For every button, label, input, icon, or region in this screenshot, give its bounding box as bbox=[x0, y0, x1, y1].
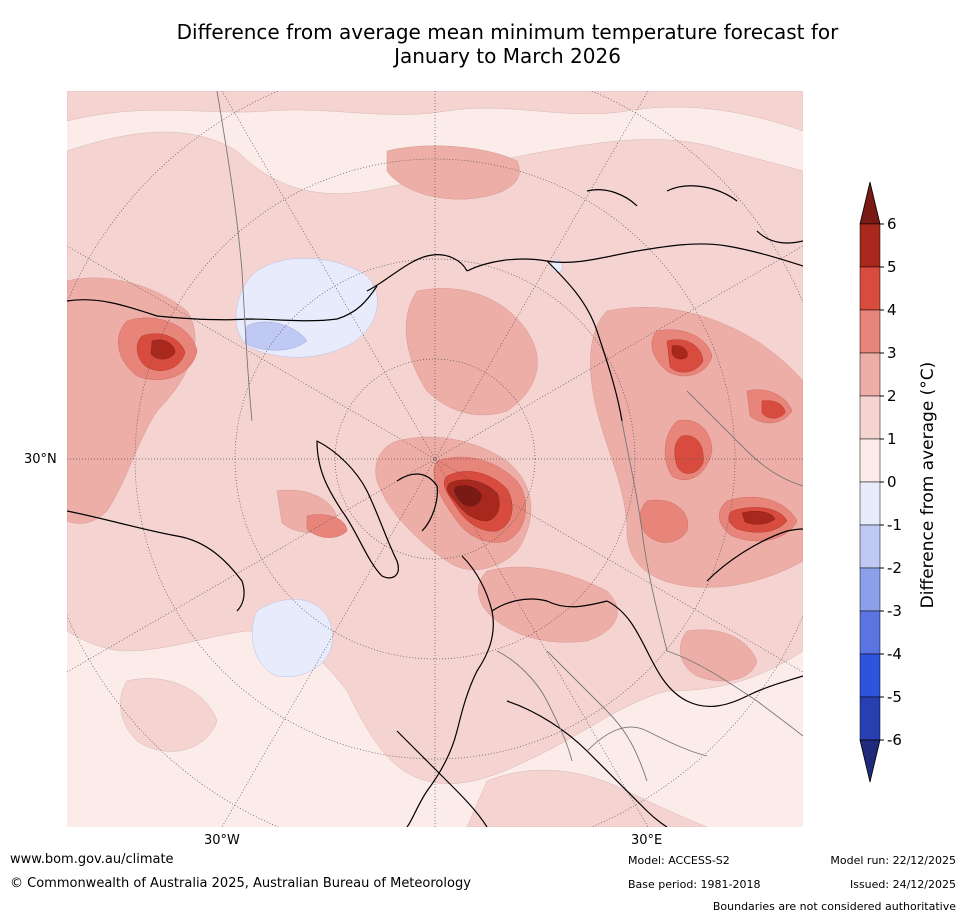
colorbar-band-m2tom1 bbox=[859, 524, 881, 569]
colorbar-title: Difference from average (°C) bbox=[918, 361, 938, 609]
colorbar-tick-label: 0 bbox=[887, 473, 897, 491]
colorbar-band-m5tom4 bbox=[859, 653, 881, 698]
colorbar-band-m6tom5 bbox=[859, 696, 881, 741]
forecast-map bbox=[67, 91, 803, 827]
colorbar-band-3to4 bbox=[859, 309, 881, 354]
colorbar-tick-label: -3 bbox=[887, 602, 902, 620]
colorbar-band-m4tom3 bbox=[859, 610, 881, 655]
colorbar-tick-label: -1 bbox=[887, 516, 902, 534]
footer-disclaimer: Boundaries are not considered authoritat… bbox=[712, 900, 956, 913]
footer-model: Model: ACCESS-S2 bbox=[628, 854, 730, 867]
colorbar: 6 5 4 3 2 1 0 -1 -2 -3 -4 -5 -6 bbox=[859, 181, 902, 783]
footer-website[interactable]: www.bom.gov.au/climate bbox=[10, 852, 174, 867]
title-line-1: Difference from average mean minimum tem… bbox=[176, 20, 839, 44]
colorbar-tick-label: -2 bbox=[887, 559, 902, 577]
footer-issued: Issued: 24/12/2025 bbox=[849, 878, 956, 891]
colorbar-tick-label: -4 bbox=[887, 645, 902, 663]
country-boundaries bbox=[216, 91, 803, 782]
anomaly-gt6-regions bbox=[454, 485, 482, 507]
colorbar-band-5to6 bbox=[859, 223, 881, 268]
footer-copyright: © Commonwealth of Australia 2025, Austra… bbox=[10, 876, 471, 891]
colorbar-bottom-arrow bbox=[859, 739, 881, 783]
colorbar-tick-label: 1 bbox=[887, 430, 897, 448]
chart-title: Difference from average mean minimum tem… bbox=[60, 20, 955, 68]
colorbar-tick-label: 2 bbox=[887, 387, 897, 405]
colorbar-band-2to3 bbox=[859, 352, 881, 397]
colorbar-top-arrow bbox=[859, 181, 881, 225]
colorbar-tick-label: 4 bbox=[887, 301, 897, 319]
colorbar-tick-label: 5 bbox=[887, 258, 897, 276]
colorbar-band-0to1 bbox=[859, 438, 881, 483]
colorbar-tick-label: 3 bbox=[887, 344, 897, 362]
colorbar-band-m3tom2 bbox=[859, 567, 881, 612]
footer-base-period: Base period: 1981-2018 bbox=[628, 878, 761, 891]
lon-label-30w: 30°W bbox=[204, 833, 240, 848]
colorbar-tick-label: -5 bbox=[887, 688, 902, 706]
footer-model-run: Model run: 22/12/2025 bbox=[830, 854, 956, 867]
colorbar-ticks: 6 5 4 3 2 1 0 -1 -2 -3 -4 -5 -6 bbox=[880, 215, 902, 749]
colorbar-bands bbox=[859, 223, 881, 741]
graticule bbox=[67, 91, 803, 827]
colorbar-tick-label: -6 bbox=[887, 731, 902, 749]
colorbar-band-m1to0 bbox=[859, 481, 881, 526]
title-line-2: January to March 2026 bbox=[394, 44, 621, 68]
colorbar-tick-label: 6 bbox=[887, 215, 897, 233]
coastlines bbox=[67, 185, 803, 827]
colorbar-band-1to2 bbox=[859, 395, 881, 440]
lat-label-30n: 30°N bbox=[24, 452, 57, 467]
lon-label-30e: 30°E bbox=[631, 833, 663, 848]
colorbar-band-4to5 bbox=[859, 266, 881, 311]
